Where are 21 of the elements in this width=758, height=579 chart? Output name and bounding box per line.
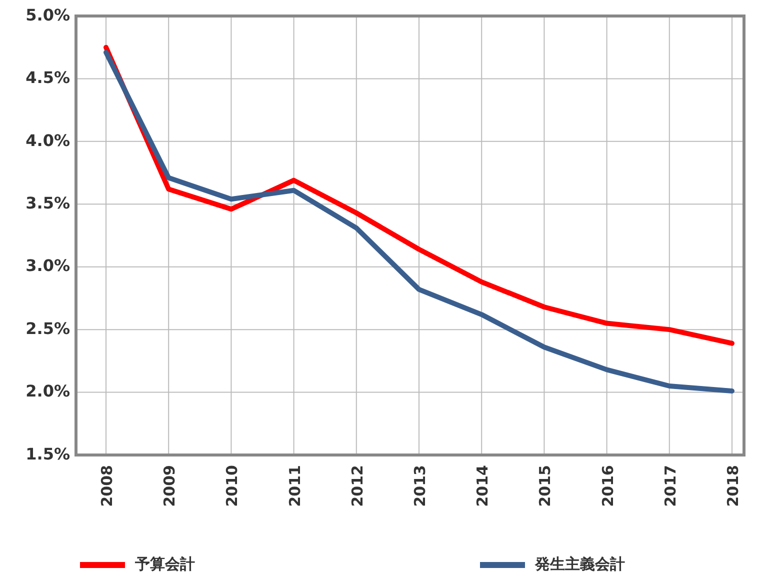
x-tick-label: 2015 bbox=[536, 465, 554, 507]
x-tick-label: 2017 bbox=[661, 465, 680, 507]
legend-label: 発生主義会計 bbox=[534, 555, 625, 574]
y-tick-label: 3.5% bbox=[26, 194, 70, 213]
x-tick-label: 2008 bbox=[98, 465, 116, 507]
x-tick-label: 2013 bbox=[411, 465, 429, 507]
x-tick-label: 2010 bbox=[223, 465, 242, 507]
y-tick-label: 2.0% bbox=[26, 382, 70, 401]
y-tick-label: 4.5% bbox=[26, 68, 70, 88]
x-tick-label: 2009 bbox=[160, 465, 179, 507]
x-tick-label: 2018 bbox=[724, 465, 742, 507]
y-tick-label: 4.0% bbox=[26, 130, 70, 150]
y-tick-label: 2.5% bbox=[26, 318, 70, 338]
y-tick-label: 3.0% bbox=[26, 256, 70, 276]
x-tick-label: 2016 bbox=[598, 465, 617, 507]
y-tick-label: 5.0% bbox=[26, 5, 70, 24]
x-tick-label: 2011 bbox=[286, 465, 304, 507]
legend-label: 予算会計 bbox=[134, 555, 195, 574]
x-tick-label: 2012 bbox=[348, 465, 366, 507]
y-tick-label: 1.5% bbox=[26, 444, 70, 464]
x-tick-label: 2014 bbox=[474, 465, 492, 507]
